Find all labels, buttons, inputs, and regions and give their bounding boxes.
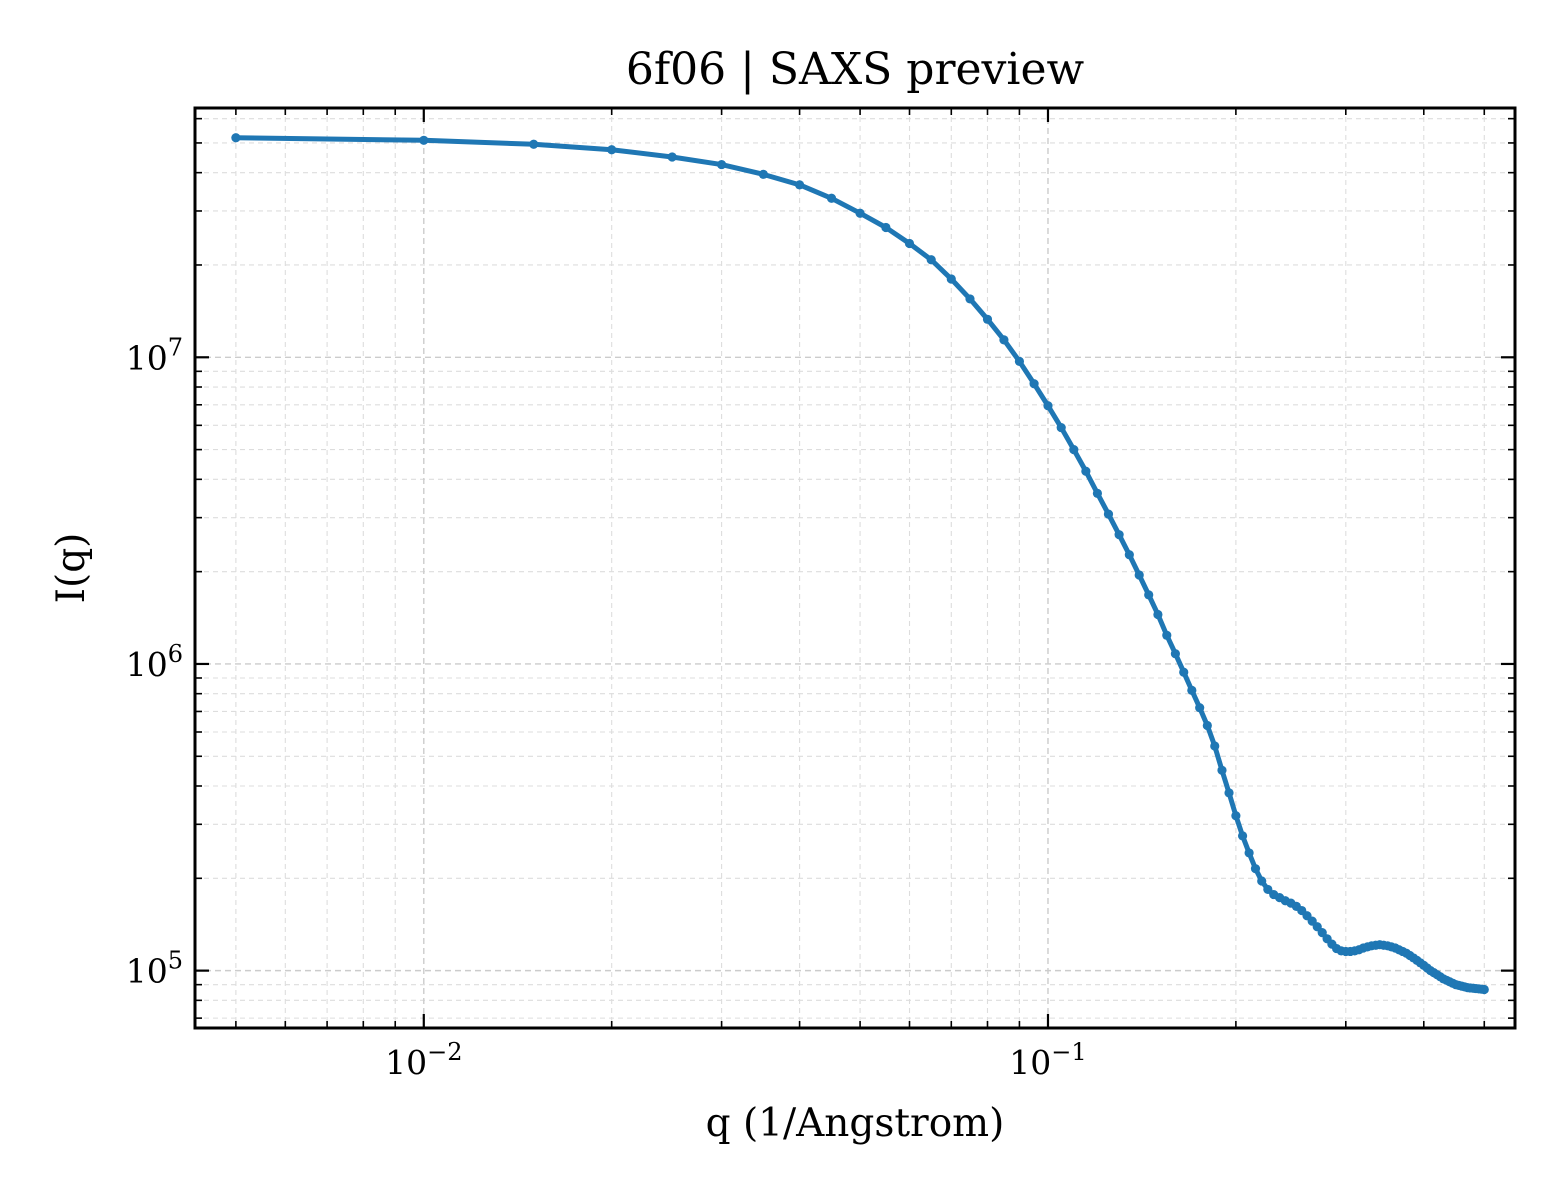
data-point xyxy=(1187,685,1197,695)
tick-labels: 10−2 10−1 105 106 107 xyxy=(126,333,1087,1082)
data-point xyxy=(982,314,993,324)
y-axis-label: I(q) xyxy=(49,533,94,604)
data-point xyxy=(1124,550,1134,560)
data-point xyxy=(1202,720,1212,731)
data-point xyxy=(1250,864,1261,874)
data-point xyxy=(855,208,865,218)
data-point xyxy=(794,180,805,190)
data-point xyxy=(1263,884,1273,895)
series-layer xyxy=(231,133,1489,995)
y-tick-label: 105 xyxy=(126,947,183,991)
x-tick-label: 10−1 xyxy=(1009,1038,1086,1082)
data-point xyxy=(926,255,936,265)
data-point xyxy=(1162,630,1172,640)
data-point xyxy=(1217,765,1227,775)
minor-grid xyxy=(195,108,1515,1028)
major-grid xyxy=(195,108,1515,1028)
data-point xyxy=(1014,356,1025,366)
data-point xyxy=(1231,811,1241,821)
data-point xyxy=(529,139,539,149)
data-point xyxy=(946,274,956,284)
data-point xyxy=(1210,741,1220,751)
data-point xyxy=(1195,703,1205,713)
data-point xyxy=(1056,422,1066,433)
data-point xyxy=(231,133,241,143)
data-point xyxy=(1170,649,1180,659)
data-point xyxy=(1317,928,1327,938)
data-point xyxy=(1153,609,1163,620)
chart-title: 6f06 | SAXS preview xyxy=(626,44,1085,95)
data-point xyxy=(1081,466,1091,476)
x-axis-label: q (1/Angstrom) xyxy=(706,1101,1005,1146)
data-point xyxy=(881,222,891,233)
data-point xyxy=(1069,445,1079,455)
data-point xyxy=(667,152,677,162)
data-point xyxy=(1029,379,1039,389)
data-point xyxy=(1043,401,1053,411)
plot-frame xyxy=(193,106,1517,1030)
data-point xyxy=(826,193,837,203)
data-point xyxy=(1224,788,1234,798)
data-point xyxy=(965,294,975,304)
y-tick-label: 107 xyxy=(126,333,183,377)
x-tick-label: 10−2 xyxy=(385,1038,462,1082)
data-point xyxy=(1179,667,1189,677)
data-point xyxy=(1237,831,1248,841)
data-point xyxy=(1114,530,1124,540)
data-point xyxy=(758,169,768,179)
data-point xyxy=(1092,488,1103,498)
data-point xyxy=(999,335,1009,345)
data-point xyxy=(419,135,429,145)
data-point xyxy=(1244,848,1254,858)
data-point xyxy=(904,238,915,249)
y-tick-label: 106 xyxy=(126,640,183,684)
data-point xyxy=(1103,509,1114,519)
data-point xyxy=(1144,590,1154,600)
axis-ticks xyxy=(195,108,1515,1028)
data-point xyxy=(1257,876,1267,886)
data-point xyxy=(1479,984,1489,995)
data-point xyxy=(1134,570,1144,580)
data-point xyxy=(717,159,727,170)
data-point xyxy=(607,145,617,155)
